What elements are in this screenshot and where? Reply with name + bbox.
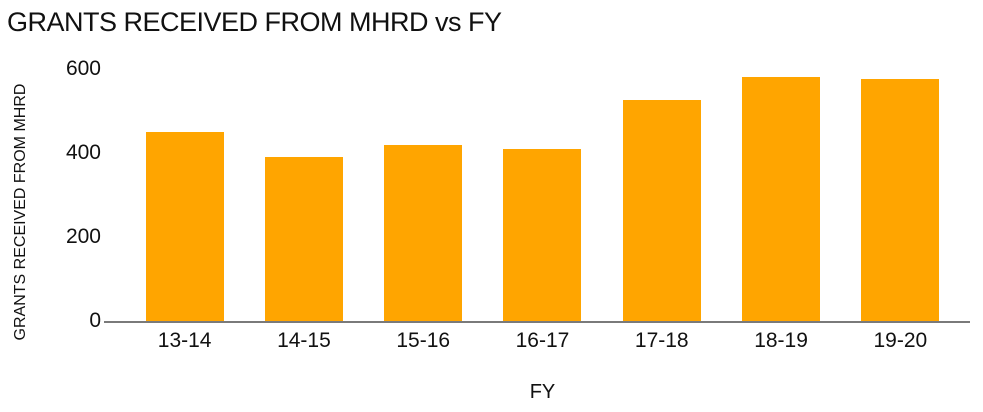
y-tick-label: 600 xyxy=(65,57,101,80)
bar-17-18 xyxy=(622,100,701,321)
bar-band-14-15 xyxy=(244,0,363,321)
bar-16-17 xyxy=(503,149,582,321)
x-tick-label-19-20: 19-20 xyxy=(873,329,928,352)
bar-13-14 xyxy=(145,132,224,321)
bar-14-15 xyxy=(264,157,343,321)
plot-area xyxy=(125,0,960,321)
bar-band-19-20 xyxy=(841,0,960,321)
bar-19-20 xyxy=(861,79,940,321)
bar-18-19 xyxy=(742,77,821,321)
x-tick-label-16-17: 16-17 xyxy=(515,329,570,352)
bar-band-13-14 xyxy=(125,0,244,321)
y-tick-label: 200 xyxy=(65,225,101,248)
y-tick-label: 0 xyxy=(89,309,101,332)
x-axis-line xyxy=(104,321,970,323)
chart-title: GRANTS RECEIVED FROM MHRD vs FY xyxy=(7,7,502,37)
y-axis-title: GRANTS RECEIVED FROM MHRD xyxy=(12,83,29,341)
bar-band-17-18 xyxy=(602,0,721,321)
x-axis-tick-labels: 13-14 14-15 15-16 16-17 17-18 18-19 19-20 xyxy=(125,329,960,353)
bar-15-16 xyxy=(384,145,463,321)
bar-band-15-16 xyxy=(364,0,483,321)
x-tick-label-13-14: 13-14 xyxy=(157,329,212,352)
y-tick-label: 400 xyxy=(65,141,101,164)
bar-band-18-19 xyxy=(721,0,840,321)
x-tick-label-18-19: 18-19 xyxy=(754,329,808,352)
bar-band-16-17 xyxy=(483,0,602,321)
x-tick-label-17-18: 17-18 xyxy=(634,329,689,352)
x-tick-label-15-16: 15-16 xyxy=(396,329,451,352)
x-tick-label-14-15: 14-15 xyxy=(277,329,331,352)
x-axis-title: FY xyxy=(529,381,556,403)
